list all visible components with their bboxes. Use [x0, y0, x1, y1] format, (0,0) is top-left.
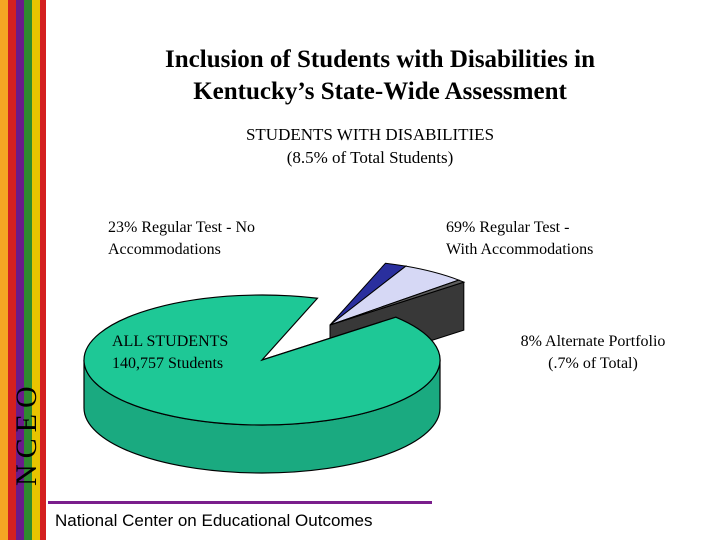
pie-slice-breakdown	[329, 279, 466, 326]
title-line-1: Inclusion of Students with Disabilities …	[165, 46, 595, 73]
nceo-text: NCEO	[10, 380, 42, 486]
slice-label-regular-with-accom: 69% Regular Test - With Accommodations	[446, 217, 686, 261]
stripe	[24, 0, 32, 540]
nceo-vertical-label: NCEO	[2, 370, 43, 490]
label-line: ALL STUDENTS	[112, 333, 229, 350]
stripe	[32, 0, 40, 540]
chart-title-line: STUDENTS WITH DISABILITIES	[245, 125, 495, 144]
stripe	[0, 0, 8, 540]
label-line: Accommodations	[108, 241, 221, 258]
title-line-2: Kentucky’s State-Wide Assessment	[193, 78, 567, 105]
label-line: 23% Regular Test - No	[108, 219, 255, 236]
slice-label-regular-no-accom: 23% Regular Test - No Accommodations	[108, 217, 368, 261]
chart-subtitle-line: (8.5% of Total Students)	[286, 148, 454, 167]
label-line: With Accommodations	[446, 241, 594, 258]
stripe	[40, 0, 46, 540]
slice-label-alternate-portfolio: 8% Alternate Portfolio (.7% of Total)	[478, 331, 708, 375]
page-title: Inclusion of Students with Disabilities …	[60, 44, 700, 108]
stripe	[8, 0, 16, 540]
pie-slice-main	[83, 294, 441, 426]
footer-text: National Center on Educational Outcomes	[55, 511, 373, 530]
stripe	[16, 0, 24, 540]
chart-title: STUDENTS WITH DISABILITIES (8.5% of Tota…	[140, 123, 600, 169]
sidebar-stripes	[0, 0, 48, 540]
footer-divider	[48, 501, 432, 504]
slice-label-all-students: ALL STUDENTS 140,757 Students	[112, 331, 312, 375]
label-line: (.7% of Total)	[548, 355, 638, 372]
label-line: 140,757 Students	[112, 355, 224, 372]
label-line: 69% Regular Test -	[446, 219, 570, 236]
label-line: 8% Alternate Portfolio	[520, 333, 666, 350]
